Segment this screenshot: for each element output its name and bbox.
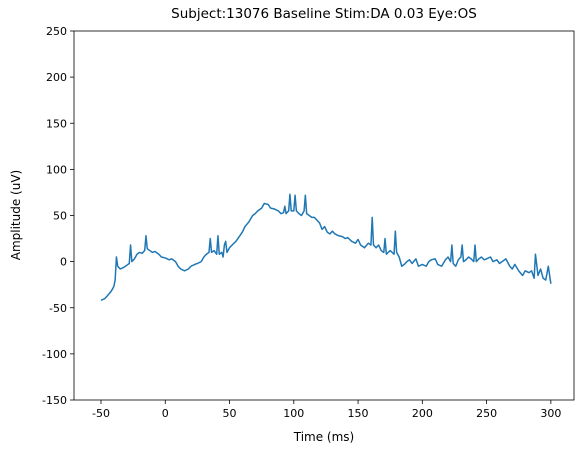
y-tick-label: 250 bbox=[46, 25, 67, 38]
x-tick-label: 250 bbox=[476, 407, 497, 420]
x-tick-label: 200 bbox=[412, 407, 433, 420]
y-axis-label: Amplitude (uV) bbox=[9, 170, 23, 261]
y-tick-label: 50 bbox=[53, 210, 67, 223]
x-tick-label: 0 bbox=[162, 407, 169, 420]
x-axis-label: Time (ms) bbox=[293, 430, 355, 444]
x-tick-label: -50 bbox=[92, 407, 110, 420]
y-tick-label: 0 bbox=[60, 256, 67, 269]
data-line bbox=[100, 193, 552, 302]
y-tick-label: -100 bbox=[42, 348, 67, 361]
y-tick-label: 100 bbox=[46, 163, 67, 176]
y-tick-label: -150 bbox=[42, 394, 67, 407]
y-tick-label: 200 bbox=[46, 71, 67, 84]
x-tick-label: 150 bbox=[348, 407, 369, 420]
y-tick-label: 150 bbox=[46, 117, 67, 130]
x-tick-label: 300 bbox=[540, 407, 561, 420]
chart-title: Subject:13076 Baseline Stim:DA 0.03 Eye:… bbox=[171, 6, 477, 22]
x-tick-label: 50 bbox=[223, 407, 237, 420]
plot-frame bbox=[73, 30, 575, 401]
y-tick-label: -50 bbox=[49, 302, 67, 315]
x-tick-label: 100 bbox=[283, 407, 304, 420]
